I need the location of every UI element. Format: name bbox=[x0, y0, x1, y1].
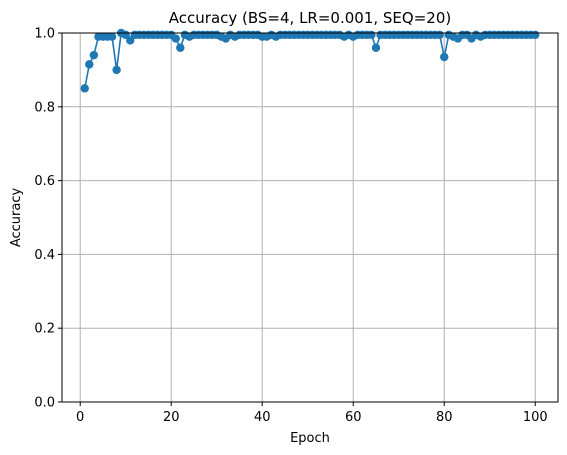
x-tick-label: 60 bbox=[345, 410, 362, 425]
series-accuracy bbox=[80, 28, 540, 93]
data-point bbox=[176, 43, 185, 52]
grid bbox=[62, 32, 558, 403]
data-point bbox=[371, 43, 381, 52]
y-tick-label: 0.4 bbox=[34, 248, 55, 263]
data-point bbox=[107, 32, 117, 41]
data-point bbox=[126, 36, 135, 45]
accuracy-line bbox=[83, 31, 536, 89]
y-tick-label: 1.0 bbox=[34, 27, 55, 42]
y-tick-label: 0.8 bbox=[34, 100, 55, 115]
x-tick-label: 40 bbox=[254, 410, 271, 425]
y-axis-title: Accuracy bbox=[9, 188, 24, 248]
data-point bbox=[531, 30, 540, 40]
x-tick-label: 100 bbox=[523, 410, 548, 425]
x-tick-label: 20 bbox=[163, 410, 180, 425]
data-point bbox=[435, 30, 444, 40]
y-tick-label: 0.0 bbox=[34, 396, 55, 411]
data-point bbox=[171, 34, 180, 43]
data-point bbox=[80, 84, 89, 93]
y-tick-label: 0.6 bbox=[34, 174, 55, 189]
axis-ticks: 0 20 40 60 80 100 0.0 0.2 0.4 0.6 0.8 1.0 bbox=[34, 27, 547, 426]
data-point bbox=[85, 60, 94, 69]
data-point bbox=[112, 65, 121, 75]
data-point bbox=[89, 50, 99, 60]
x-tick-label: 80 bbox=[436, 410, 453, 425]
x-tick-label: 0 bbox=[76, 410, 84, 425]
plot-frame bbox=[61, 32, 559, 403]
y-tick-label: 0.2 bbox=[34, 322, 55, 337]
x-axis-title: Epoch bbox=[290, 431, 330, 446]
chart-title: Accuracy (BS=4, LR=0.001, SEQ=20) bbox=[169, 9, 451, 27]
data-point bbox=[440, 52, 449, 62]
data-point bbox=[367, 30, 376, 40]
